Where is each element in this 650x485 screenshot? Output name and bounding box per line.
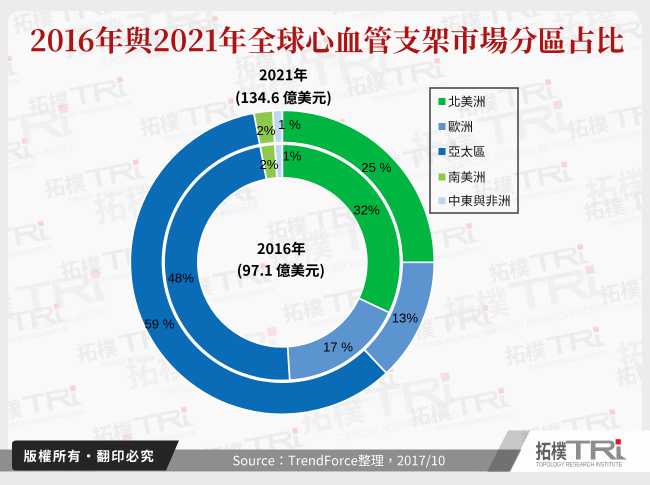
- svg-text:2%: 2%: [256, 123, 275, 138]
- svg-text:59 %: 59 %: [144, 317, 174, 332]
- svg-text:48%: 48%: [168, 271, 195, 286]
- svg-text:25 %: 25 %: [361, 160, 391, 175]
- svg-text:2%: 2%: [259, 157, 278, 172]
- svg-text:TOPOLOGY RESEARCH INSTITUTE: TOPOLOGY RESEARCH INSTITUTE: [536, 462, 622, 469]
- svg-text:13%: 13%: [392, 311, 419, 326]
- svg-text:32%: 32%: [353, 203, 380, 218]
- svg-text:1 %: 1 %: [278, 117, 301, 132]
- svg-text:1%: 1%: [282, 148, 301, 163]
- svg-text:17 %: 17 %: [323, 340, 353, 355]
